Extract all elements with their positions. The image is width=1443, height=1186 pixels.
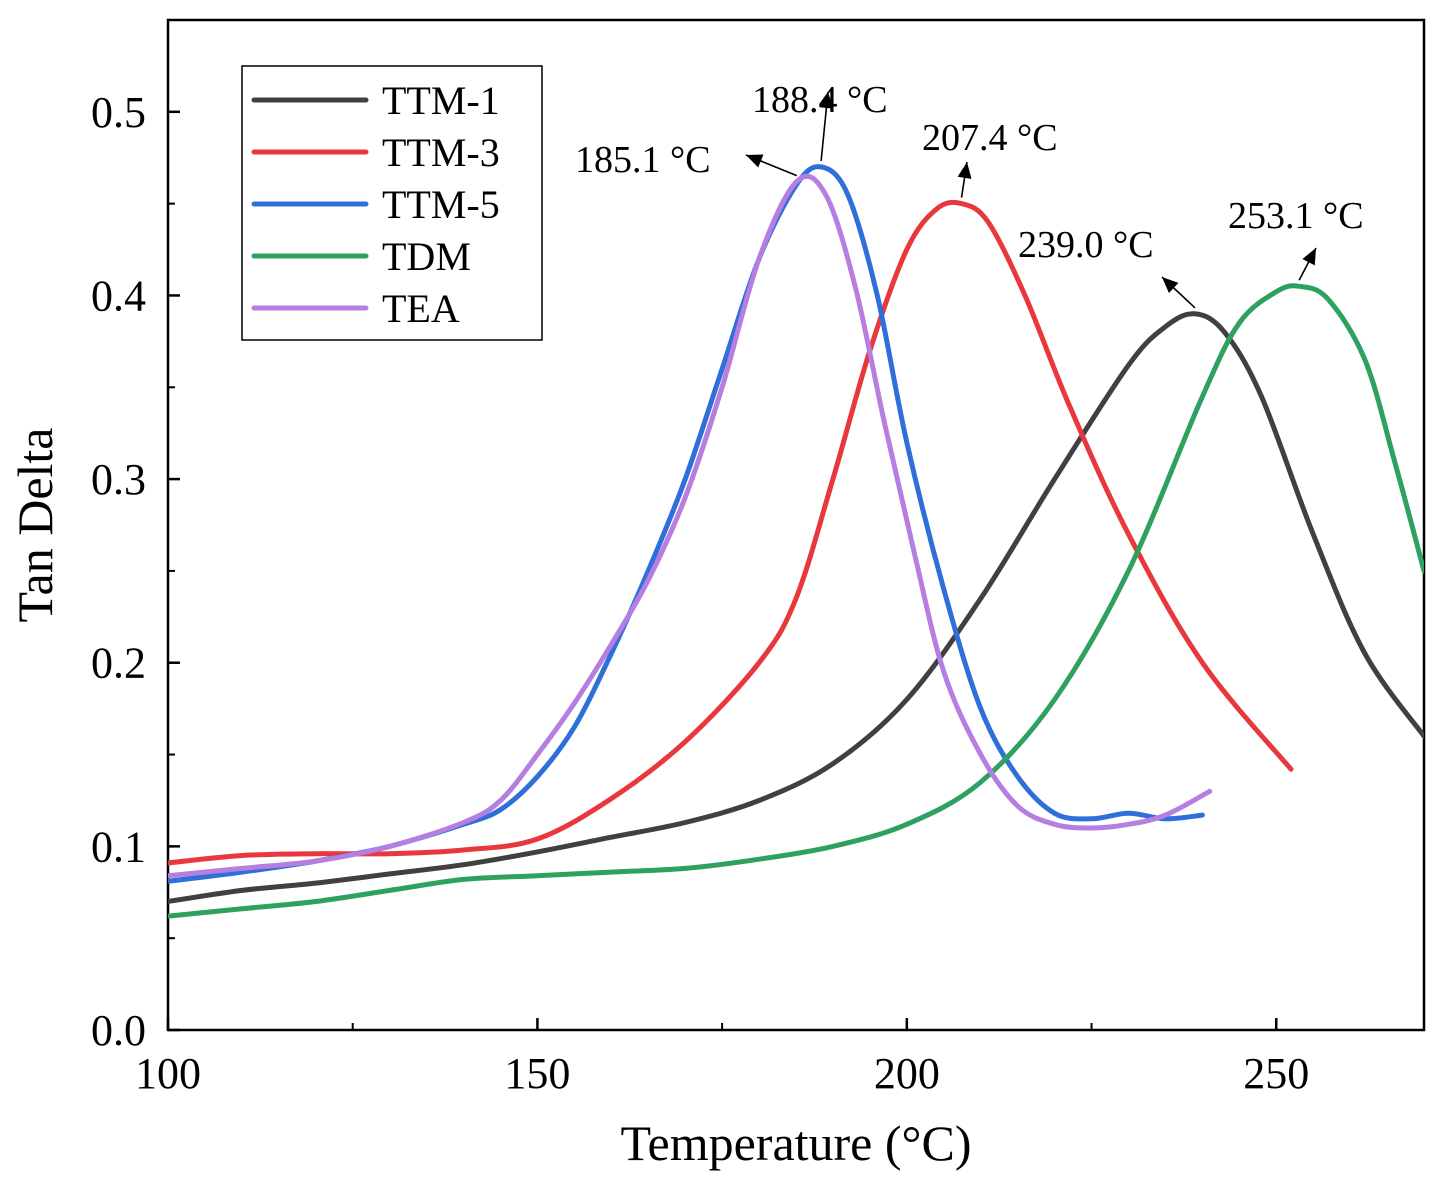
series-line-tdm	[168, 283, 1424, 919]
peak-annotation: 207.4 °C	[922, 117, 1058, 198]
y-tick-label: 0.4	[91, 271, 146, 320]
annotations-group: 185.1 °C 188.4 °C 207.4 °C 239.0 °C 253.1 °C	[575, 79, 1364, 309]
annotation-label: 185.1 °C	[575, 139, 711, 181]
y-tick-label: 0.0	[91, 1006, 146, 1055]
legend: TTM-1 TTM-3 TTM-5 TDM TEA	[241, 65, 543, 341]
y-axis-title: Tan Delta	[7, 427, 63, 622]
series-line-tea	[168, 173, 1213, 879]
annotation-arrowhead	[1162, 277, 1179, 294]
peak-annotation: 188.4 °C	[752, 79, 888, 161]
plot-frame	[166, 18, 1426, 1032]
series-line-ttm-3	[168, 199, 1294, 866]
x-tick-label: 250	[1243, 1049, 1309, 1098]
annotation-label: 239.0 °C	[1018, 224, 1154, 266]
annotation-label: 188.4 °C	[752, 79, 888, 121]
legend-label: TEA	[382, 286, 460, 331]
annotation-arrowhead	[1302, 248, 1316, 266]
annotation-arrowhead	[746, 154, 764, 168]
legend-label: TTM-1	[382, 78, 500, 123]
legend-label: TTM-5	[382, 182, 500, 227]
x-axis-title: Temperature (°C)	[620, 1115, 971, 1171]
axes-group: 100 150 200 250 0.0 0.1 0.2 0.3 0.4 0.5 Temperatur…	[7, 18, 1426, 1171]
x-tick-label: 100	[135, 1049, 201, 1098]
annotation-label: 253.1 °C	[1228, 195, 1364, 237]
x-tick-label: 150	[504, 1049, 570, 1098]
y-tick-label: 0.3	[91, 455, 146, 504]
legend-label: TDM	[382, 234, 471, 279]
peak-annotation: 239.0 °C	[1018, 224, 1196, 309]
peak-annotation: 253.1 °C	[1228, 195, 1364, 281]
y-tick-label: 0.2	[91, 639, 146, 688]
legend-label: TTM-3	[382, 130, 500, 175]
x-tick-label: 200	[874, 1049, 940, 1098]
y-tick-label: 0.1	[91, 822, 146, 871]
series-line-ttm-1	[168, 311, 1424, 904]
annotation-label: 207.4 °C	[922, 117, 1058, 159]
annotation-arrowhead	[819, 92, 834, 109]
y-tick-label: 0.5	[91, 88, 146, 137]
peak-annotation: 185.1 °C	[575, 139, 798, 181]
series-group	[168, 164, 1424, 919]
annotation-arrowhead	[957, 162, 972, 179]
